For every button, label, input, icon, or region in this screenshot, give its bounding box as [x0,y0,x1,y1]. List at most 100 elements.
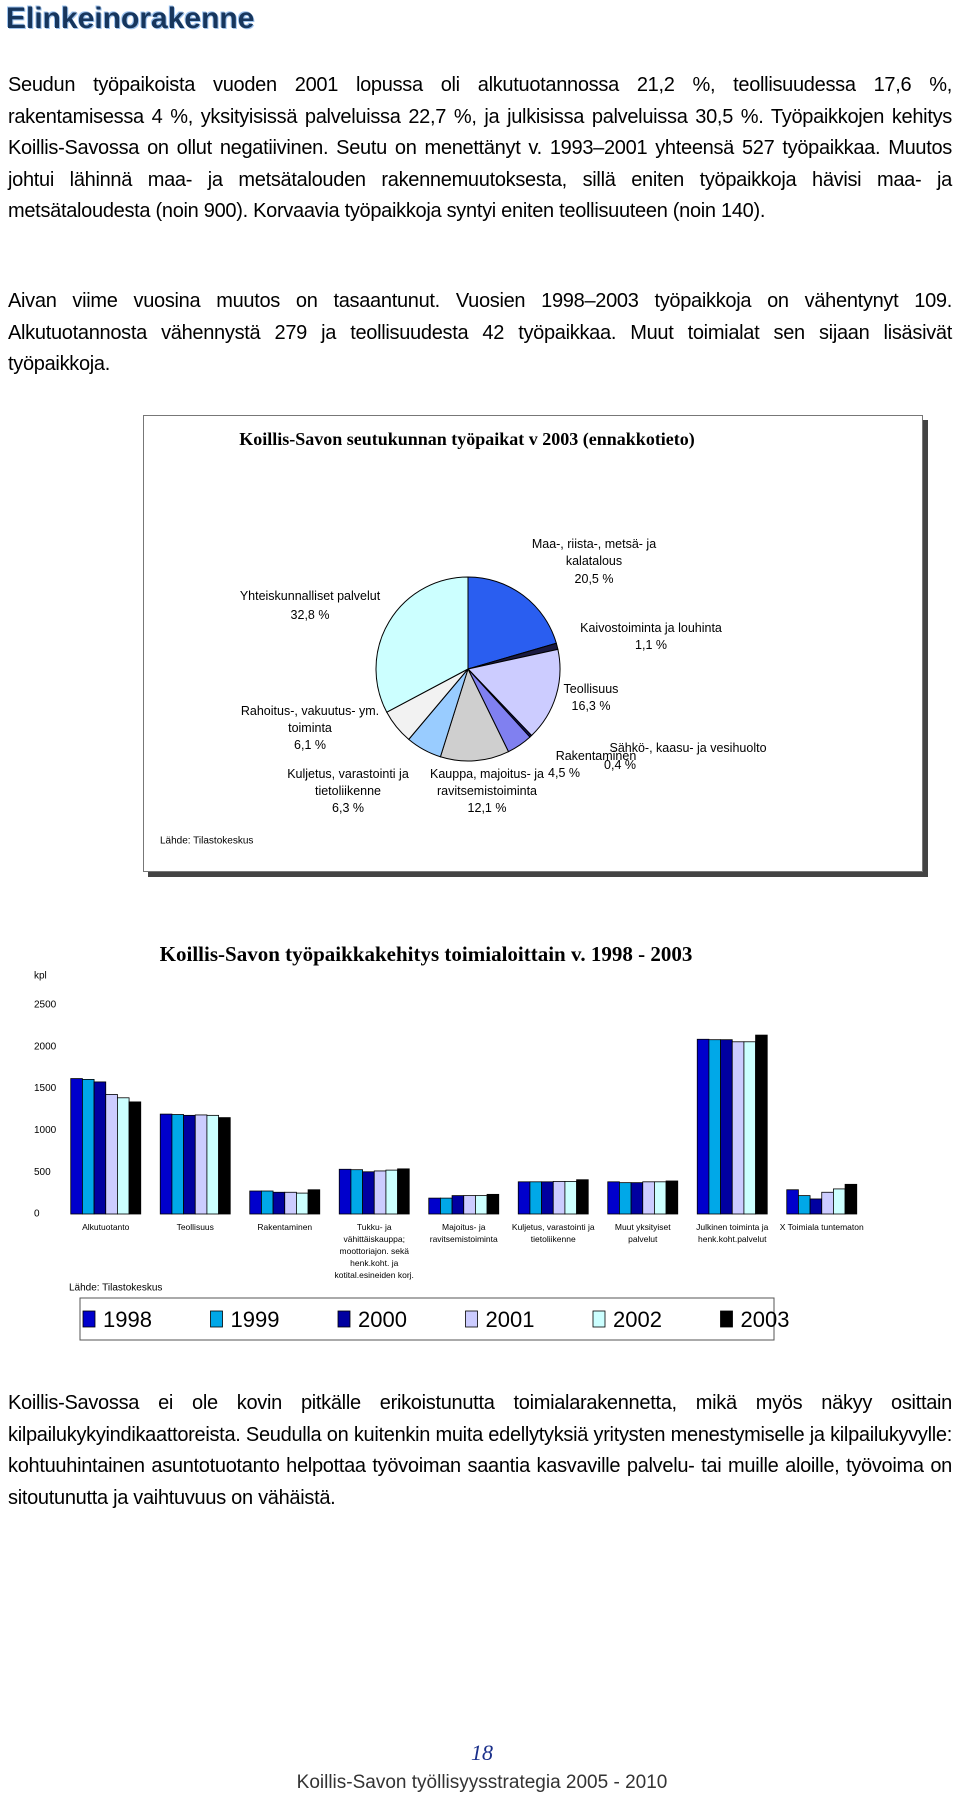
slice-value-label: 16,3 % [571,699,611,713]
bar [529,1181,542,1215]
bar [272,1191,286,1215]
slice-label: Maa-, riista-, metsä- ja kalatalous [531,537,657,568]
bar [541,1181,554,1215]
slice-value-label: 12,1 % [467,801,507,815]
x-tick-label: Julkinen toiminta ja henk.koht.palvelut [696,1222,769,1244]
bar [218,1117,231,1215]
bar [607,1181,620,1215]
bar [194,1114,208,1215]
bar [451,1195,465,1215]
slice-label: Yhteiskunnalliset palvelut [239,589,381,603]
bar [552,1180,566,1215]
slice-value-label: 20,5 % [574,572,614,586]
bar [731,1041,745,1215]
slice-label: Kaivostoiminta ja louhinta [580,621,722,635]
bar [440,1197,453,1215]
paragraph: Koillis-Savossa ei ole kovin pitkälle er… [8,1392,952,1509]
legend-label: 2002 [613,1307,662,1332]
page-title: Elinkeinorakenne [6,2,255,35]
legend-swatch [210,1310,223,1328]
slice-label: Rakentaminen [555,749,637,763]
paragraph: Aivan viime vuosina muutos on tasaantunu… [8,290,952,375]
bar [821,1191,834,1215]
bar [338,1168,352,1215]
slice-label: Rahoitus-, vakuutus- ym. toiminta [240,704,380,735]
slice-label: Kuljetus, varastointi ja tietoliikenne [287,767,409,798]
y-tick-label: 0 [34,1209,40,1220]
bar [284,1191,297,1215]
legend-label: 2003 [741,1307,790,1332]
x-tick-label: Teollisuus [176,1222,214,1232]
bar [70,1078,83,1215]
legend-label: 2001 [486,1307,535,1332]
bar [249,1190,262,1215]
bar [362,1171,375,1215]
x-tick-label: Alkutuotanto [82,1222,130,1232]
legend-swatch [592,1310,606,1328]
bar [809,1198,823,1215]
y-tick-label: 500 [34,1167,51,1178]
pie-slice [375,576,469,713]
slice-label: Kauppa, majoitus- ja ravitsemistoiminta [430,767,544,798]
bar [642,1181,655,1215]
bar [833,1188,846,1215]
bar [307,1189,321,1215]
x-tick-label: X Toimiala tuntematon [779,1222,864,1232]
legend-swatch [720,1310,733,1328]
slice-value-label: 0,4 % [604,758,636,772]
bar [720,1039,733,1215]
y-axis-label: kpl [34,971,47,982]
slice-label: Sähkö-, kaasu- ja vesihuolto [609,741,767,755]
bar [171,1114,184,1215]
bar [517,1181,531,1215]
chart-title: Koillis-Savon seutukunnan työpaikat v 20… [239,429,695,450]
legend-label: 1998 [103,1307,152,1332]
chart-title: Koillis-Savon työpaikkakehitys toimialoi… [160,942,693,966]
x-tick-label: Kuljetus, varastointi ja tietoliikenne [511,1222,595,1244]
chart-source: Lähde: Tilastokeskus [69,1283,162,1294]
bar [654,1181,667,1215]
bar [128,1101,142,1215]
bar [844,1183,858,1215]
bar [183,1114,196,1215]
bar [755,1034,768,1215]
bar [397,1168,410,1215]
bar [463,1195,476,1215]
bar [630,1182,644,1215]
pie-slice [467,648,561,737]
legend-frame [79,1297,775,1341]
legend-label: 2000 [358,1307,407,1332]
bar [206,1114,219,1215]
bar [486,1193,500,1215]
bar [385,1169,398,1215]
chart-source: Lähde: Tilastokeskus [160,836,253,847]
bar [373,1170,387,1215]
y-tick-label: 1500 [34,1083,57,1094]
bar [475,1195,488,1215]
bar [786,1189,799,1215]
bar [117,1097,130,1215]
bar [105,1094,118,1215]
legend-swatch [82,1310,96,1328]
legend-swatch [337,1310,351,1328]
bar [82,1079,95,1215]
bar [619,1182,632,1215]
slice-value-label: 6,3 % [332,801,364,815]
pie-slice [467,576,557,670]
bar [428,1197,441,1215]
bar [296,1192,309,1215]
bar [564,1180,577,1215]
slice-value-label: 4,5 % [548,766,580,780]
slice-value-label: 32,8 % [290,608,330,622]
bar [159,1113,173,1215]
slice-value-label: 1,1 % [635,638,667,652]
bar [696,1038,710,1215]
x-tick-label: Muut yksityiset palvelut [614,1222,671,1244]
y-tick-label: 1000 [34,1125,57,1136]
bar [798,1195,811,1215]
slice-label: Teollisuus [563,682,619,696]
pie-slice [439,667,510,762]
bar [576,1179,589,1215]
